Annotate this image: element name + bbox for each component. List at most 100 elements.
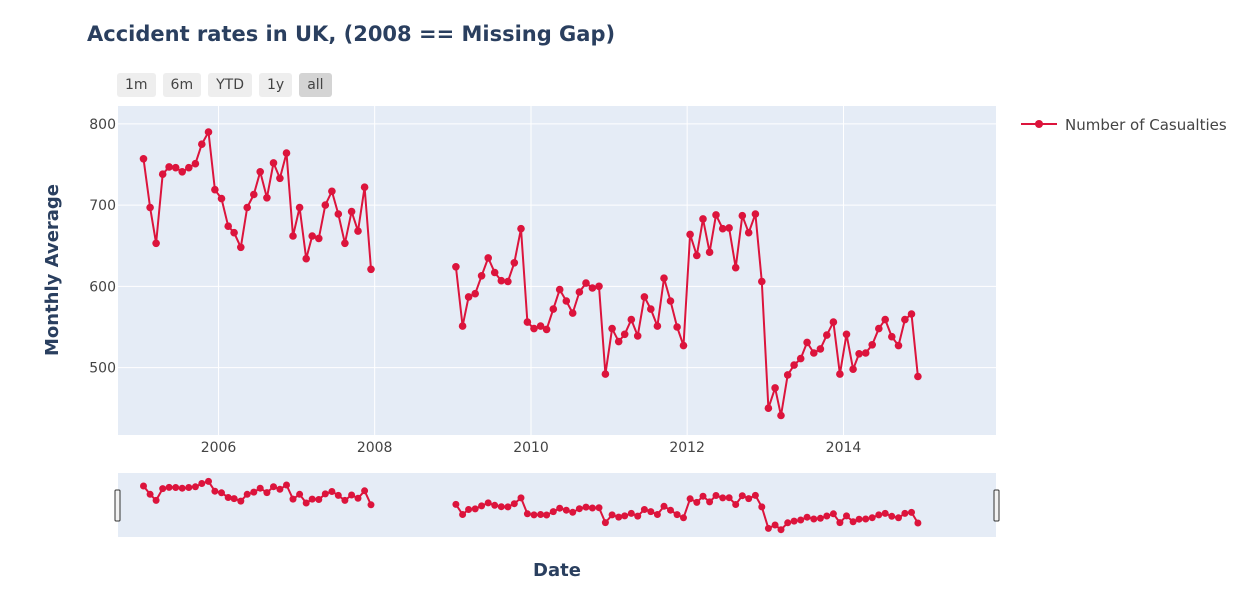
y-tick-label: 700	[89, 198, 116, 214]
data-point	[302, 254, 311, 263]
data-point	[347, 207, 356, 216]
x-gridlines	[218, 106, 844, 435]
slider-data-point	[510, 500, 518, 508]
legend-label: Number of Casualties	[1065, 116, 1227, 134]
x-tick-label: 2014	[826, 440, 862, 456]
slider-data-point	[888, 512, 896, 520]
slider-data-point	[653, 511, 661, 518]
y-tick-label: 800	[89, 117, 116, 133]
slider-data-point	[816, 514, 824, 522]
slider-data-point	[680, 514, 687, 522]
slider-data-point	[849, 518, 857, 526]
data-point	[666, 297, 675, 305]
slider-data-point	[843, 512, 850, 520]
data-point	[855, 350, 863, 358]
range-slider-left-handle[interactable]	[114, 489, 121, 522]
slider-data-point	[321, 490, 329, 498]
slider-data-point	[367, 501, 375, 509]
data-point	[178, 168, 186, 176]
range-button-6m[interactable]: 6m	[162, 73, 202, 97]
chart-title: Accident rates in UK, (2008 == Missing G…	[87, 22, 616, 46]
data-point	[868, 341, 876, 349]
data-point	[588, 284, 597, 292]
slider-data-point	[459, 511, 467, 518]
slider-data-point	[328, 488, 336, 495]
data-point	[517, 224, 525, 233]
plot-area[interactable]	[118, 106, 996, 435]
x-tick-label: 2008	[357, 440, 393, 456]
data-point	[608, 324, 616, 333]
slider-data-point	[908, 508, 915, 516]
slider-data-point	[543, 511, 551, 519]
data-point	[836, 370, 844, 378]
x-tick-label: 2010	[513, 440, 549, 456]
data-point	[620, 330, 629, 339]
slider-data-point	[790, 517, 798, 525]
slider-data-point	[777, 526, 785, 534]
x-axis-title: Date	[533, 560, 581, 581]
data-point	[861, 349, 870, 357]
data-point	[321, 201, 330, 209]
range-button-1y[interactable]: 1y	[258, 73, 293, 97]
slider-data-point	[686, 495, 694, 503]
data-point	[614, 337, 623, 346]
slider-data-point	[758, 503, 766, 511]
data-point	[888, 332, 896, 341]
data-point	[758, 277, 766, 286]
slider-data-point	[178, 484, 186, 492]
data-point	[471, 289, 480, 298]
data-point	[633, 332, 642, 340]
data-point	[211, 185, 219, 194]
slider-data-point	[751, 491, 759, 499]
slider-data-point	[706, 498, 714, 506]
slider-data-point	[218, 489, 225, 497]
x-tick-labels: 2006 2008 2010 2012 2014	[201, 440, 862, 456]
data-point	[783, 371, 792, 379]
data-point	[718, 224, 727, 233]
data-point	[894, 341, 903, 350]
slider-data-point	[146, 490, 154, 498]
slider-data-point	[914, 519, 922, 527]
data-point	[849, 365, 857, 374]
data-point	[536, 322, 545, 330]
data-point	[751, 210, 760, 218]
data-point	[139, 155, 148, 163]
data-point	[171, 163, 180, 172]
data-point	[289, 232, 297, 240]
range-button-ytd[interactable]: YTD	[208, 73, 252, 97]
data-point	[237, 243, 245, 252]
slider-data-point	[868, 514, 876, 522]
slider-data-point	[829, 510, 837, 518]
slider-data-point	[224, 494, 232, 501]
data-point	[354, 227, 362, 235]
legend[interactable]: Number of Casualties	[1021, 116, 1227, 134]
slider-data-point	[497, 503, 505, 511]
data-point	[647, 305, 655, 313]
slider-data-point	[289, 495, 297, 503]
slider-data-point	[797, 516, 805, 524]
range-slider[interactable]	[118, 473, 996, 537]
slider-data-point	[471, 505, 479, 513]
data-point	[764, 404, 773, 413]
data-point	[452, 263, 460, 271]
slider-data-point	[895, 514, 902, 522]
range-button-all[interactable]: all	[299, 73, 332, 97]
slider-data-point	[738, 492, 746, 500]
range-button-1m[interactable]: 1m	[117, 73, 156, 97]
data-point	[568, 309, 577, 317]
slider-data-point	[875, 511, 883, 519]
data-point	[823, 331, 831, 339]
slider-data-point	[140, 482, 147, 490]
data-point	[263, 194, 271, 202]
range-slider-right-handle[interactable]	[993, 489, 1000, 522]
data-point	[901, 315, 909, 324]
data-point	[510, 259, 519, 267]
data-point	[575, 288, 584, 296]
slider-data-point	[211, 487, 219, 495]
slider-data-point	[601, 519, 609, 527]
slider-data-point	[263, 489, 271, 497]
slider-data-point	[881, 509, 889, 517]
slider-data-point	[198, 480, 206, 487]
slider-data-point	[256, 484, 264, 492]
data-point	[490, 268, 499, 277]
